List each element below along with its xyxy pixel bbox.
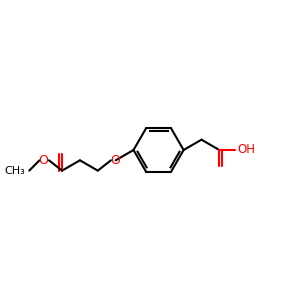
Text: O: O — [39, 154, 49, 167]
Text: OH: OH — [237, 143, 255, 156]
Text: O: O — [110, 154, 120, 167]
Text: CH₃: CH₃ — [4, 166, 25, 176]
